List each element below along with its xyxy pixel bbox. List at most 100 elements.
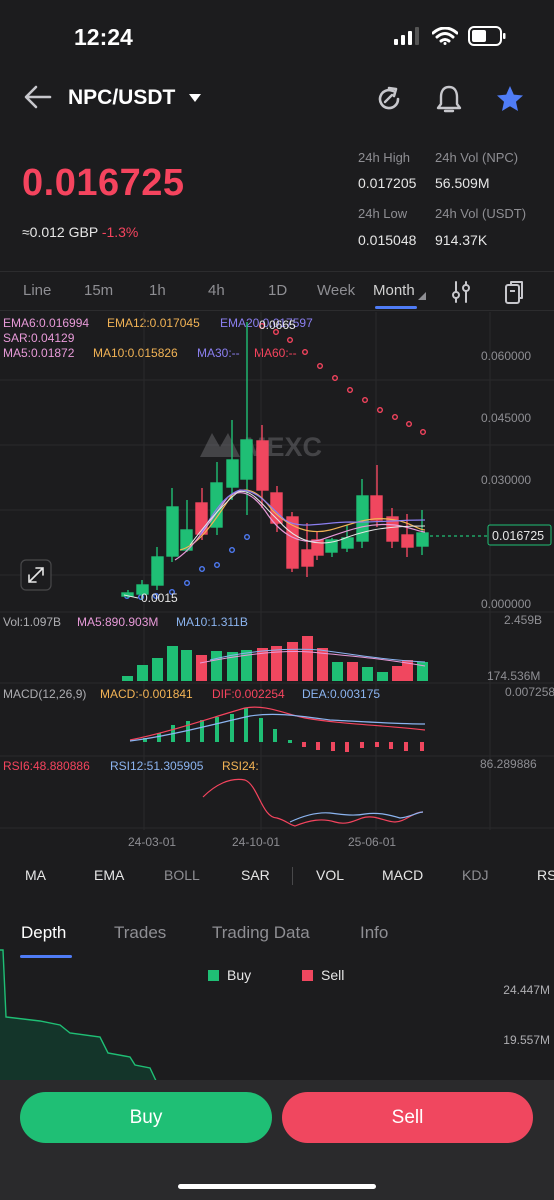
sar-label: SAR:0.04129 xyxy=(3,331,75,345)
current-price-label: 0.016725 xyxy=(492,529,544,543)
divider xyxy=(0,310,554,311)
legend-buy-swatch xyxy=(208,970,219,981)
battery-icon xyxy=(468,26,506,46)
rsi12-line xyxy=(289,811,424,823)
x-axis-label: 24-10-01 xyxy=(232,835,280,849)
fiat-price: ≈0.012 GBP -1.3% xyxy=(22,224,138,240)
depth-axis-label: 19.557M xyxy=(503,1033,550,1047)
ind-macd[interactable]: MACD xyxy=(382,867,424,883)
star-icon[interactable] xyxy=(495,84,525,114)
kline-chart[interactable]: MEXC xyxy=(0,310,554,855)
low-annotation: 0.0015 xyxy=(141,591,178,605)
rsi-axis-max: 86.289886 xyxy=(480,757,537,771)
rsi6-line xyxy=(202,778,424,827)
ind-kdj[interactable]: KDJ xyxy=(462,867,489,883)
tab-trades[interactable]: Trades xyxy=(114,923,167,942)
vol-label: Vol:1.097B xyxy=(3,615,61,629)
price-summary: 0.016725 ≈0.012 GBP -1.3% 24h High 0.017… xyxy=(0,140,554,265)
ind-vol[interactable]: VOL xyxy=(316,867,345,883)
high-label: 24h High xyxy=(358,150,411,165)
high-value: 0.017205 xyxy=(358,175,417,191)
legend-buy-label: Buy xyxy=(227,967,252,983)
settings-sliders-icon[interactable] xyxy=(450,280,472,304)
price-axis-label: 0.030000 xyxy=(481,473,531,487)
ma30-label: MA30:-- xyxy=(197,346,240,360)
ma-lines xyxy=(174,489,426,561)
ind-sar[interactable]: SAR xyxy=(241,867,270,883)
tab-info[interactable]: Info xyxy=(360,923,389,942)
macd-dea: DEA:0.003175 xyxy=(302,687,380,701)
tf-month[interactable]: Month xyxy=(373,282,415,299)
back-arrow-icon[interactable] xyxy=(22,84,54,110)
wifi-icon xyxy=(432,27,458,45)
macd-value: MACD:-0.001841 xyxy=(100,687,193,701)
rsi12-label: RSI12:51.305905 xyxy=(110,759,204,773)
macd-title: MACD(12,26,9) xyxy=(3,687,86,701)
price-axis-label: 0.000000 xyxy=(481,597,531,611)
vol-axis-max: 2.459B xyxy=(504,613,542,627)
ind-separator xyxy=(292,867,293,885)
ind-ema[interactable]: EMA xyxy=(94,867,125,883)
price-change: -1.3% xyxy=(101,224,139,240)
sar-dots xyxy=(123,323,427,601)
rsi6-label: RSI6:48.880886 xyxy=(3,759,90,773)
ind-rsi[interactable]: RS xyxy=(537,867,554,883)
tf-15m[interactable]: 15m xyxy=(84,282,114,299)
fiat-value: ≈0.012 GBP xyxy=(22,224,98,240)
tf-1d[interactable]: 1D xyxy=(268,282,288,299)
vol-axis-min: 174.536M xyxy=(487,669,540,683)
indicator-bar: MA EMA BOLL SAR VOL MACD KDJ RS xyxy=(0,855,554,899)
x-axis-label: 25-06-01 xyxy=(348,835,396,849)
price-axis-label: 0.060000 xyxy=(481,349,531,363)
macd-axis-max: 0.007258 xyxy=(505,685,554,699)
vol-npc-label: 24h Vol (NPC) xyxy=(435,150,519,165)
ema12-label: EMA12:0.017045 xyxy=(107,316,200,330)
copy-icon[interactable] xyxy=(503,279,525,305)
candles xyxy=(121,322,429,600)
depth-axis-label: 24.447M xyxy=(503,983,550,997)
legend-buy: Buy xyxy=(208,967,251,983)
tf-4h[interactable]: 4h xyxy=(208,282,225,299)
watermark-text: MEXC xyxy=(244,432,322,462)
divider xyxy=(0,271,554,272)
expand-icon[interactable] xyxy=(20,559,52,591)
legend-sell-label: Sell xyxy=(321,967,345,983)
ind-boll[interactable]: BOLL xyxy=(164,867,200,883)
x-axis-label: 24-03-01 xyxy=(128,835,176,849)
low-value: 0.015048 xyxy=(358,232,417,248)
tf-line[interactable]: Line xyxy=(23,282,52,299)
vol-npc-value: 56.509M xyxy=(435,175,490,191)
tf-week[interactable]: Week xyxy=(317,282,356,299)
pair-title[interactable]: NPC/USDT xyxy=(68,86,176,109)
tf-more-caret-icon[interactable] xyxy=(418,292,426,300)
sell-button[interactable]: Sell xyxy=(282,1092,533,1143)
action-bar: Buy Sell xyxy=(0,1080,554,1200)
price-axis-label: 0.045000 xyxy=(481,411,531,425)
tab-trading-data[interactable]: Trading Data xyxy=(212,923,310,942)
current-price-tag xyxy=(487,524,552,546)
signal-icon xyxy=(394,27,419,45)
status-icons xyxy=(394,26,506,46)
vol-usdt-value: 914.37K xyxy=(435,232,488,248)
rsi24-label: RSI24: xyxy=(222,759,259,773)
refresh-icon[interactable] xyxy=(374,84,404,114)
status-bar: 12:24 xyxy=(0,0,554,70)
vol-ma10-label: MA10:1.311B xyxy=(176,615,248,629)
depth-chart[interactable] xyxy=(0,945,554,1085)
legend-sell-swatch xyxy=(302,970,313,981)
vol-ma5-label: MA5:890.903M xyxy=(77,615,158,629)
ind-ma[interactable]: MA xyxy=(25,867,46,883)
ema20-label: EMA20:0.017597 xyxy=(220,316,313,330)
ma10-label: MA10:0.015826 xyxy=(93,346,178,360)
tf-1h[interactable]: 1h xyxy=(149,282,166,299)
ema6-label: EMA6:0.016994 xyxy=(3,316,90,330)
macd-dif: DIF:0.002254 xyxy=(212,687,285,701)
high-annotation: 0.0665 xyxy=(259,318,296,332)
bell-icon[interactable] xyxy=(435,84,463,114)
caret-down-icon[interactable] xyxy=(188,93,202,103)
buy-button[interactable]: Buy xyxy=(20,1092,272,1143)
last-price: 0.016725 xyxy=(22,162,185,204)
volume-bars xyxy=(122,636,428,681)
tab-depth[interactable]: Depth xyxy=(21,923,67,942)
timeframe-tabs: Line 15m 1h 4h 1D Week Month xyxy=(0,272,554,310)
